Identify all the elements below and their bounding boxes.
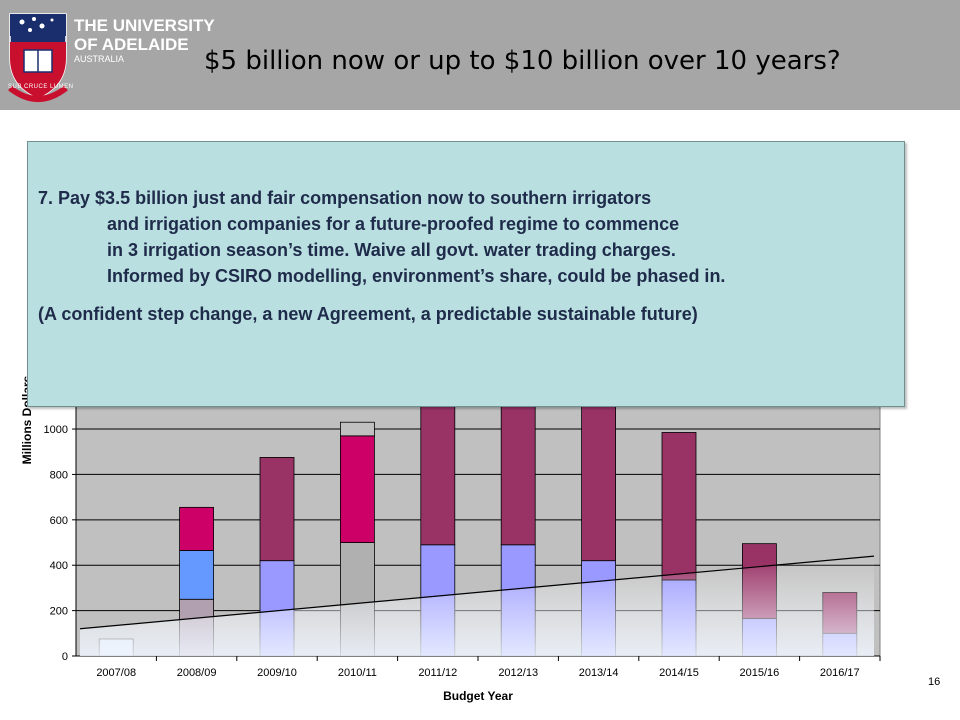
callout-line-5: (A confident step change, a new Agreemen…: [38, 304, 698, 324]
callout-line-1: 7. Pay $3.5 billion just and fair compen…: [38, 188, 652, 208]
bar-segment: [420, 394, 456, 546]
x-tick-label: 2016/17: [820, 667, 860, 679]
x-tick-label: 2013/14: [579, 667, 619, 679]
bar-segment: [259, 457, 295, 562]
university-name: THE UNIVERSITY OF ADELAIDE AUSTRALIA: [74, 16, 215, 65]
callout-line-3: in 3 irrigation season’s time. Waive all…: [107, 240, 676, 260]
y-tick-label: 1000: [44, 424, 68, 436]
y-tick-label: 600: [50, 515, 68, 527]
university-name-line2: OF ADELAIDE: [74, 35, 189, 54]
trend-line: [79, 555, 875, 630]
page-number: 16: [928, 676, 941, 688]
bar-segment: [339, 435, 375, 543]
bar-segment: [500, 394, 536, 546]
callout-line-4: Informed by CSIRO modelling, environment…: [107, 266, 726, 286]
university-motto: SUB CRUCE LUMEN: [8, 84, 74, 90]
bar-segment: [179, 550, 215, 600]
x-tick-label: 2008/09: [177, 667, 217, 679]
x-tick-label: 2012/13: [498, 667, 538, 679]
bar-segment: [581, 394, 616, 562]
university-crest-icon: [8, 13, 68, 102]
x-tick-label: 2011/12: [418, 667, 457, 679]
x-tick-label: 2010/11: [338, 667, 377, 679]
bar-segment: [179, 506, 215, 551]
bar-segment: [661, 432, 697, 581]
y-tick-label: 800: [50, 469, 68, 481]
x-axis-title: Budget Year: [443, 689, 513, 703]
x-tick-label: 2014/15: [659, 667, 699, 679]
university-country: AUSTRALIA: [74, 54, 125, 64]
x-tick-label: 2007/08: [96, 667, 136, 679]
callout-line-2: and irrigation companies for a future-pr…: [107, 214, 680, 234]
y-tick-label: 200: [50, 606, 68, 618]
trend-wash: [80, 556, 874, 656]
callout-box: 7. Pay $3.5 billion just and fair compen…: [27, 141, 905, 407]
slide-title: $5 billion now or up to $10 billion over…: [204, 46, 841, 76]
x-tick-label: 2015/16: [740, 667, 780, 679]
header-bar: THE UNIVERSITY OF ADELAIDE AUSTRALIA SUB…: [0, 0, 960, 110]
y-tick-label: 0: [62, 651, 68, 663]
university-name-line1: THE UNIVERSITY: [74, 16, 215, 35]
x-tick-label: 2009/10: [257, 667, 297, 679]
y-tick-label: 400: [50, 560, 68, 572]
bar-segment: [339, 421, 375, 437]
